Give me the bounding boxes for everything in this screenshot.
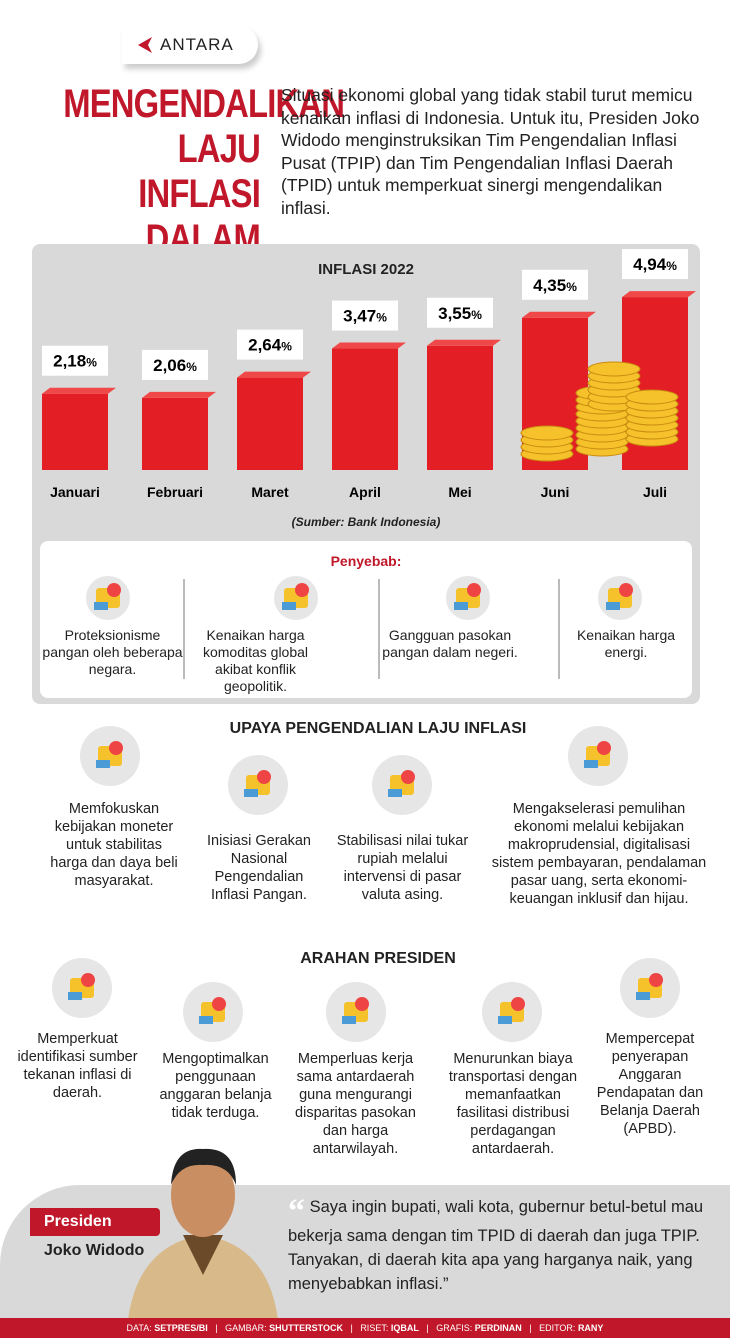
calculator-budget-icon (183, 982, 243, 1042)
data-label: 4,94% (633, 255, 677, 274)
quote-name: Joko Widodo (44, 1242, 145, 1259)
quote-mark-icon: “ (288, 1193, 305, 1230)
bar-april (332, 348, 398, 470)
bar-top (622, 291, 696, 298)
effort-text: Inisiasi Gerakan Nasional Pengendalian I… (207, 833, 311, 903)
x-tick-label: Juni (541, 484, 570, 500)
credit-item: GRAFIS: PERDINAN (436, 1323, 522, 1333)
data-label-box (622, 249, 688, 280)
data-label-box (142, 349, 208, 380)
data-label-box (427, 297, 493, 328)
data-label-box (332, 300, 398, 331)
data-label: 4,35% (533, 276, 577, 295)
cause-text: Kenaikan harga energi. (576, 627, 676, 660)
data-label: 3,55% (438, 304, 482, 323)
x-tick-label: April (349, 484, 381, 500)
cause-text: Kenaikan harga komoditas global akibat k… (202, 627, 309, 694)
directive-text: Mengoptimalkan penggunaan anggaran belan… (159, 1051, 272, 1121)
data-label: 2,64% (248, 336, 292, 355)
title-line: MENGENDALIKAN (63, 82, 345, 126)
food-basket-icon (228, 755, 288, 815)
divider (183, 579, 185, 679)
effort-text: Stabilisasi nilai tukar rupiah melalui i… (336, 833, 469, 903)
credits-footer: DATA: SETPRES/BI | GAMBAR: SHUTTERSTOCK … (0, 1318, 730, 1338)
x-tick-label: Maret (251, 484, 289, 500)
globe-pin-icon (86, 576, 130, 620)
effort-text: Memfokuskan kebijakan moneter untuk stab… (50, 801, 178, 889)
bar-maret (237, 377, 303, 470)
bar-mei (427, 345, 493, 470)
quote-text: Saya ingin bupati, wali kota, gubernur b… (288, 1198, 704, 1293)
supply-network-icon (446, 576, 490, 620)
logo-text: ANTARA (160, 35, 234, 54)
effort-text: Mengakselerasi pemulihan ekonomi melalui… (491, 801, 707, 907)
divider (558, 579, 560, 679)
data-label: 3,47% (343, 307, 387, 326)
credit-item: RISET: IQBAL (360, 1323, 419, 1333)
bar-januari (42, 393, 108, 470)
efforts-heading: UPAYA PENGENDALIAN LAJU INFLASI (229, 720, 527, 737)
data-label-box (42, 345, 108, 376)
quote-role: Presiden (30, 1208, 160, 1236)
causes-heading: Penyebab: (330, 553, 402, 569)
quote-section (0, 1185, 730, 1318)
cause-text: Gangguan pasokan pangan dalam negeri. (382, 627, 518, 660)
intro-text: Situasi ekonomi global yang tidak stabil… (281, 85, 700, 218)
commodity-sacks-icon (274, 576, 318, 620)
data-label-box (237, 329, 303, 360)
coin-icon (587, 361, 641, 377)
coin-icon (625, 389, 679, 405)
credit-item: EDITOR: RANY (539, 1323, 604, 1333)
antara-logo-icon (138, 37, 152, 53)
divider (378, 579, 380, 679)
handshake-icon (326, 982, 386, 1042)
directive-text: Memperluas kerja sama antardaerah guna m… (295, 1051, 416, 1157)
directives-heading: ARAHAN PRESIDEN (300, 950, 456, 967)
data-label: 2,18% (53, 352, 97, 371)
credit-item: GAMBAR: SHUTTERSTOCK (225, 1323, 343, 1333)
digital-payment-icon (568, 726, 628, 786)
president-portrait (128, 1148, 278, 1320)
antara-logo: ANTARA (122, 26, 258, 64)
bar-chart-icon (620, 958, 680, 1018)
x-tick-label: Mei (448, 484, 471, 500)
causes-box: Penyebab: (40, 541, 692, 698)
bar-februari (142, 397, 208, 470)
title-line: LAJU INFLASI (138, 127, 261, 216)
bar-top (142, 391, 216, 398)
directive-text: Memperkuat identifikasi sumber tekanan i… (17, 1031, 138, 1101)
cause-text: Proteksionisme pangan oleh beberapa nega… (42, 627, 183, 677)
data-label-box (522, 269, 588, 300)
inflation-chart: 2,18% Januari 2,06% Februari 2,64% Maret 3,47%… (42, 249, 696, 500)
bar-top (237, 371, 311, 378)
bar-top (332, 342, 406, 349)
truck-map-icon (482, 982, 542, 1042)
currency-exchange-icon (372, 755, 432, 815)
x-tick-label: Januari (50, 484, 100, 500)
bar-top (522, 311, 596, 318)
bar-top (427, 339, 501, 346)
x-tick-label: Februari (147, 484, 203, 500)
directive-text: Mempercepat penyerapan Anggaran Pendapat… (596, 1031, 704, 1137)
chart-title: INFLASI 2022 (318, 261, 414, 278)
coins-arrow-up-icon (598, 576, 642, 620)
chart-source: (Sumber: Bank Indonesia) (291, 515, 441, 529)
x-tick-label: Juli (643, 484, 667, 500)
data-label: 2,06% (153, 356, 197, 375)
directive-text: Menurunkan biaya transportasi dengan mem… (448, 1051, 578, 1157)
coin-icon (520, 425, 574, 441)
credit-item: DATA: SETPRES/BI (126, 1323, 208, 1333)
moneybag-chart-icon (52, 958, 112, 1018)
bar-top (42, 387, 116, 394)
bank-moneybag-icon (80, 726, 140, 786)
